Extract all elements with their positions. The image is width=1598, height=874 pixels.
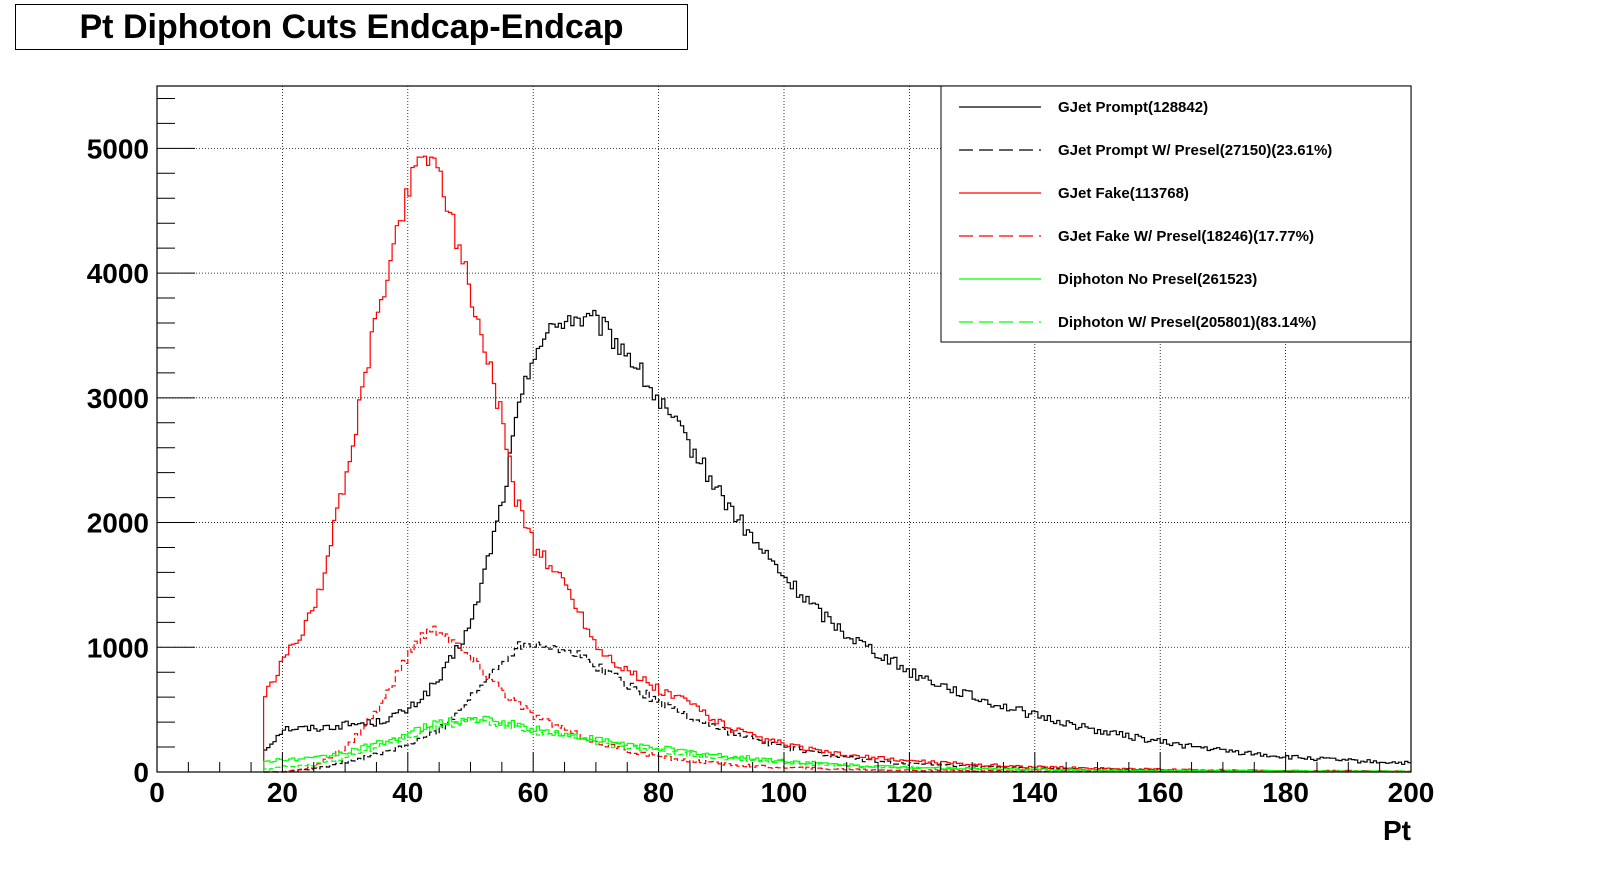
y-tick-label: 0 bbox=[133, 757, 149, 788]
x-tick-label: 60 bbox=[518, 777, 549, 808]
x-tick-label: 180 bbox=[1262, 777, 1309, 808]
legend-entry: GJet Prompt(128842) bbox=[1058, 99, 1208, 116]
series-line bbox=[263, 309, 1411, 772]
legend-entry: GJet Fake(113768) bbox=[1058, 185, 1189, 202]
y-tick-label: 2000 bbox=[87, 508, 149, 539]
x-tick-label: 40 bbox=[392, 777, 423, 808]
x-tick-label: 160 bbox=[1137, 777, 1184, 808]
x-tick-label: 100 bbox=[761, 777, 808, 808]
legend-entry: GJet Prompt W/ Presel(27150)(23.61%) bbox=[1058, 142, 1332, 159]
x-tick-label: 80 bbox=[643, 777, 674, 808]
label-layer: 0 20 40 60 80 100 120 140 160 180 2000100020003000… bbox=[87, 133, 1435, 846]
x-tick-label: 200 bbox=[1388, 777, 1435, 808]
y-tick-label: 3000 bbox=[87, 383, 149, 414]
legend-entry: Diphoton No Presel(261523) bbox=[1058, 271, 1257, 288]
legend-entry: GJet Fake W/ Presel(18246)(17.77%) bbox=[1058, 228, 1314, 245]
legend-box bbox=[940, 85, 1412, 343]
series-line bbox=[263, 718, 1411, 773]
x-tick-label: 140 bbox=[1011, 777, 1058, 808]
x-tick-label: 120 bbox=[886, 777, 933, 808]
x-tick-label: 0 bbox=[149, 777, 165, 808]
series-line bbox=[263, 715, 1411, 773]
x-axis-title: Pt bbox=[1383, 815, 1411, 846]
y-tick-label: 4000 bbox=[87, 258, 149, 289]
y-tick-label: 1000 bbox=[87, 632, 149, 663]
tick-layer bbox=[156, 97, 1412, 773]
legend-entry: Diphoton W/ Presel(205801)(83.14%) bbox=[1058, 314, 1316, 331]
y-tick-label: 5000 bbox=[87, 133, 149, 164]
chart-title-box: Pt Diphoton Cuts Endcap-Endcap bbox=[15, 4, 688, 50]
legend: GJet Prompt(128842) GJet Prompt W/ Presel… bbox=[940, 85, 1412, 343]
x-tick-label: 20 bbox=[267, 777, 298, 808]
chart-title: Pt Diphoton Cuts Endcap-Endcap bbox=[79, 7, 624, 46]
